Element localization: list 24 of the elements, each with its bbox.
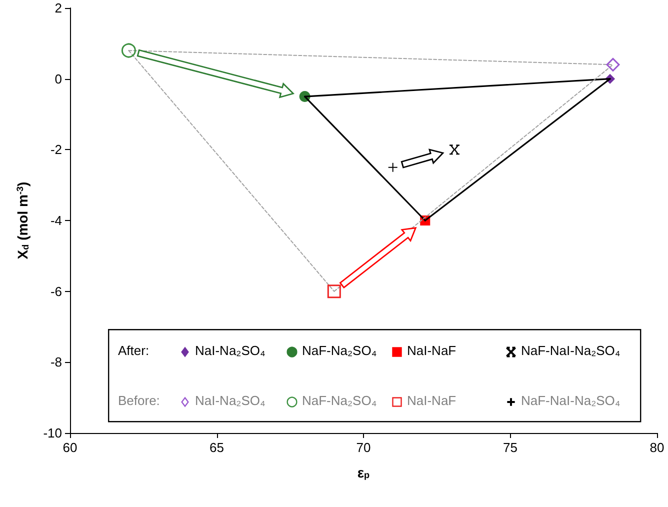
y-axis-title: Xd (mol m-3) [14,182,31,260]
x-tick-label: 80 [650,440,664,455]
legend-label: NaF-Na₂SO₄ [302,393,377,408]
annotation: Before: [118,393,160,408]
x-tick-label: 65 [210,440,224,455]
y-tick-label: 0 [54,71,62,86]
x-axis-title: εp [357,464,370,480]
legend-label: NaF-Na₂SO₄ [302,343,377,358]
x-tick-label: 70 [356,440,371,455]
x-tick-label: 75 [503,440,518,455]
y-tick-label: -10 [43,426,62,440]
legend-label: NaF-NaI-Na₂SO₄ [521,393,620,408]
annotation: After: [118,343,150,358]
y-tick-label: 2 [54,0,62,16]
y-tick-label: -2 [50,142,62,158]
x-tick-label: 60 [62,440,78,455]
legend-label: NaI-Na₂SO₄ [195,343,266,358]
legend-label: NaI-Na₂SO₄ [195,393,266,408]
y-tick-label: -4 [50,213,62,228]
legend-label: NaF-NaI-Na₂SO₄ [521,343,620,358]
legend-label: NaI-NaF [407,393,456,408]
y-tick-label: -6 [50,284,62,299]
legend-label: NaI-NaF [407,343,456,358]
y-tick-label: -8 [50,354,62,370]
